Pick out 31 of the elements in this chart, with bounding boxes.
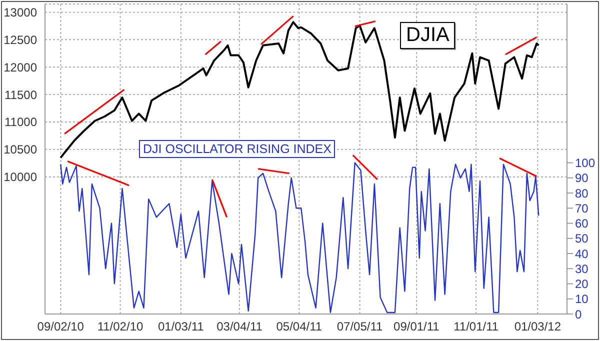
x-tick-label: 05/04/11 <box>276 320 322 334</box>
y-tick-label: 13000 <box>4 5 38 20</box>
y2-tick-label: 60 <box>575 216 589 231</box>
y-tick-label: 10500 <box>4 142 38 157</box>
x-tick-label: 03/04/11 <box>216 320 263 334</box>
y2-tick-label: 50 <box>575 232 589 246</box>
line-series <box>60 162 540 314</box>
y2-tick-label: 40 <box>575 246 589 261</box>
y-tick-label: 12500 <box>4 32 38 47</box>
x-tick-label: 01/03/12 <box>514 320 562 334</box>
x-tick-label: 11/02/10 <box>97 320 144 334</box>
y-tick-label: 10000 <box>4 170 38 184</box>
series-label: DJIA <box>400 22 456 49</box>
y2-tick-label: 80 <box>575 186 589 200</box>
y2-tick-label: 20 <box>575 277 589 292</box>
y-tick-label: 11500 <box>4 88 38 102</box>
y2-tick-label: 30 <box>575 262 589 276</box>
y-tick-label: 12000 <box>4 60 38 74</box>
x-tick-label: 09/02/10 <box>37 320 84 334</box>
y-tick-label: 11000 <box>4 115 38 130</box>
x-tick-label: 07/05/11 <box>336 320 383 334</box>
y2-tick-label: 10 <box>575 292 589 306</box>
series-label: DJI OSCILLATOR RISING INDEX <box>139 140 336 158</box>
y2-tick-label: 70 <box>575 201 589 216</box>
y2-tick-label: 100 <box>575 156 596 170</box>
y2-tick-label: 90 <box>575 171 589 186</box>
line-series <box>60 21 540 159</box>
x-tick-label: 11/01/11 <box>454 320 499 334</box>
x-tick-label: 01/03/11 <box>158 320 204 334</box>
y2-tick-label: 0 <box>575 307 582 322</box>
x-tick-label: 09/01/11 <box>394 320 440 334</box>
